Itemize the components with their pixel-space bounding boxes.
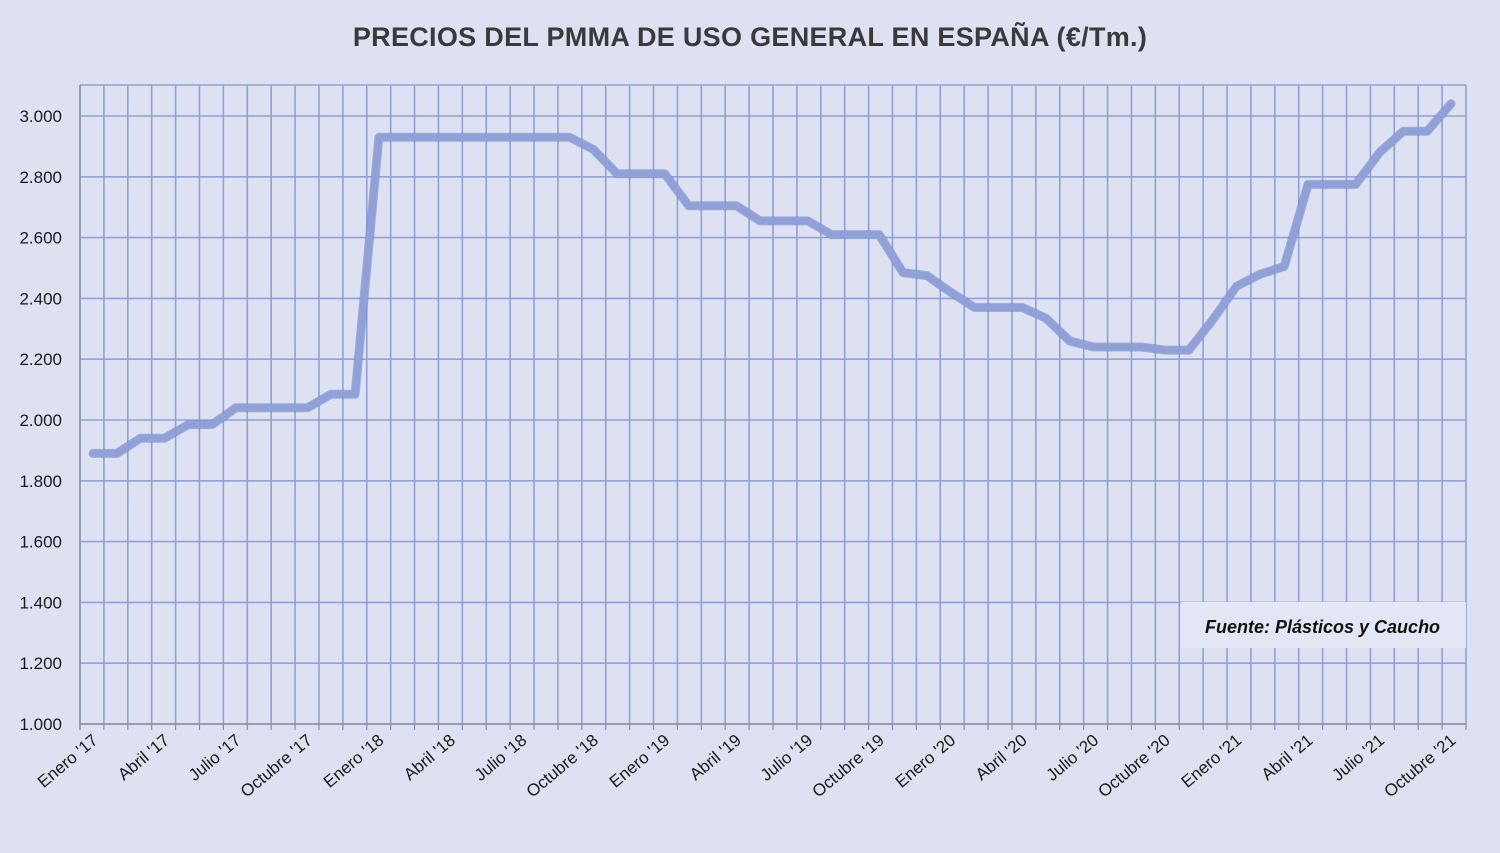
- x-tick-label: Enero '18: [320, 731, 388, 792]
- axes: [79, 85, 1467, 730]
- y-tick-label: 1.000: [19, 715, 62, 734]
- x-tick-label: Abril '21: [1258, 731, 1317, 785]
- y-tick-label: 1.800: [19, 472, 62, 491]
- y-tick-label: 2.400: [19, 289, 62, 308]
- series-line: [89, 100, 1455, 457]
- y-tick-label: 2.000: [19, 411, 62, 430]
- x-tick-label: Enero '21: [1178, 731, 1246, 792]
- x-tick-label: Octubre '19: [809, 731, 888, 802]
- y-tick-label: 3.000: [19, 107, 62, 126]
- x-tick-label: Abril '17: [114, 731, 173, 785]
- x-tick-label: Abril '18: [400, 731, 459, 785]
- x-tick-label: Julio '21: [1329, 731, 1389, 785]
- y-tick-label: 1.400: [19, 593, 62, 612]
- y-tick-label: 2.600: [19, 229, 62, 248]
- x-tick-label: Octubre '20: [1095, 731, 1174, 802]
- x-tick-label: Julio '18: [471, 731, 531, 785]
- source-box-bg: [1181, 602, 1466, 648]
- y-tick-label: 1.600: [19, 533, 62, 552]
- grid-lines: [79, 84, 1467, 725]
- series-group: [88, 99, 1456, 458]
- y-tick-label: 2.800: [19, 168, 62, 187]
- chart-title: PRECIOS DEL PMMA DE USO GENERAL EN ESPAÑ…: [352, 22, 1148, 52]
- x-tick-label: Julio '17: [185, 731, 245, 785]
- x-tick-label: Abril '19: [686, 731, 745, 785]
- x-tick-label: Enero '20: [892, 731, 960, 792]
- x-tick-label: Enero '19: [606, 731, 674, 792]
- x-tick-label: Octubre '17: [237, 731, 316, 802]
- x-tick-label: Octubre '18: [523, 731, 602, 802]
- x-tick-label: Julio '19: [757, 731, 817, 785]
- source-note: Fuente: Plásticos y Caucho: [1205, 617, 1440, 637]
- x-tick-label: Octubre '21: [1380, 731, 1459, 802]
- x-tick-label: Enero '17: [34, 731, 102, 792]
- source-box: Fuente: Plásticos y Caucho: [1181, 602, 1466, 648]
- x-tick-label: Julio '20: [1043, 731, 1103, 785]
- y-tick-label: 2.200: [19, 350, 62, 369]
- y-tick-label: 1.200: [19, 654, 62, 673]
- x-tick-label: Abril '20: [972, 731, 1031, 785]
